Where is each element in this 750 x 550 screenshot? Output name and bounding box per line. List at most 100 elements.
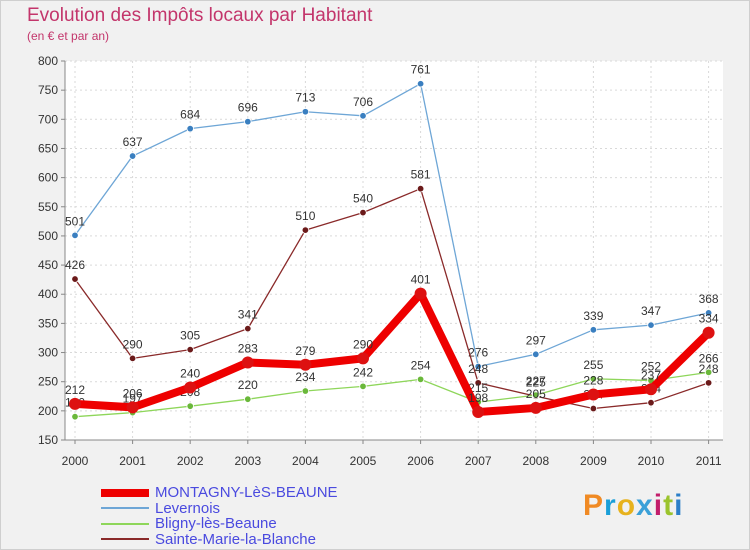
legend-item-levernois: Levernois — [101, 499, 338, 517]
data-label-levernois: 637 — [123, 135, 143, 149]
legend-swatch-bligny — [101, 522, 149, 525]
data-point-bligny-l-s-beaune — [244, 395, 252, 403]
x-tick-label: 2003 — [234, 454, 261, 468]
data-label-montagny-l-s-beaune: 401 — [411, 273, 431, 287]
data-label-levernois: 684 — [180, 108, 200, 122]
x-tick-label: 2007 — [465, 454, 492, 468]
legend-swatch-levernois — [101, 507, 149, 510]
y-tick-label: 650 — [38, 141, 58, 155]
x-tick-label: 2000 — [62, 454, 89, 468]
data-label-bligny-l-s-beaune: 227 — [526, 374, 546, 388]
data-label-sainte-marie-la-blanche: 248 — [468, 362, 488, 376]
data-label-bligny-l-s-beaune: 255 — [583, 358, 603, 372]
legend-label-levernois: Levernois — [155, 499, 221, 517]
x-tick-label: 2005 — [350, 454, 377, 468]
data-point-montagny-l-s-beaune — [414, 287, 427, 300]
data-label-montagny-l-s-beaune: 198 — [468, 391, 488, 405]
data-label-bligny-l-s-beaune: 234 — [295, 370, 315, 384]
data-point-montagny-l-s-beaune — [184, 381, 197, 394]
legend-label-montagny: MONTAGNY-LèS-BEAUNE — [155, 484, 338, 501]
legend-swatch-montagny — [101, 488, 149, 497]
series-line-levernois — [74, 83, 710, 368]
data-label-levernois: 297 — [526, 333, 546, 347]
legend-swatch-sainte-marie — [101, 538, 149, 541]
data-point-montagny-l-s-beaune — [587, 388, 600, 401]
data-point-montagny-l-s-beaune — [126, 401, 139, 414]
data-label-bligny-l-s-beaune: 215 — [468, 381, 488, 395]
data-point-levernois — [589, 326, 598, 334]
data-label-sainte-marie-la-blanche: 540 — [353, 192, 373, 206]
data-point-sainte-marie-la-blanche — [128, 354, 137, 363]
data-label-montagny-l-s-beaune: 240 — [180, 367, 200, 381]
data-point-sainte-marie-la-blanche — [474, 379, 482, 387]
data-point-bligny-l-s-beaune — [359, 382, 367, 391]
logo-letter: r — [604, 489, 617, 522]
legend: MONTAGNY-LèS-BEAUNE Levernois Bligny-lès… — [101, 485, 338, 547]
data-point-sainte-marie-la-blanche — [589, 404, 598, 413]
y-tick-label: 200 — [38, 404, 58, 418]
data-point-sainte-marie-la-blanche — [647, 398, 655, 407]
data-point-bligny-l-s-beaune — [416, 375, 425, 384]
series-line-montagny-l-s-beaune — [71, 289, 713, 417]
data-label-montagny-l-s-beaune: 228 — [583, 374, 603, 388]
y-tick-label: 750 — [38, 83, 58, 97]
data-label-montagny-l-s-beaune: 334 — [699, 312, 719, 326]
data-label-montagny-l-s-beaune: 290 — [353, 337, 373, 351]
data-point-bligny-l-s-beaune — [186, 402, 194, 410]
data-point-bligny-l-s-beaune — [589, 375, 598, 383]
y-tick-label: 500 — [38, 229, 58, 243]
chart-title: Evolution des Impôts locaux par Habitant — [27, 5, 373, 26]
data-point-bligny-l-s-beaune — [71, 412, 79, 421]
data-point-montagny-l-s-beaune — [645, 383, 657, 396]
x-tick-label: 2010 — [638, 454, 665, 468]
logo-letter: o — [616, 489, 637, 522]
data-point-montagny-l-s-beaune — [241, 356, 254, 369]
x-tick-label: 2002 — [177, 454, 204, 468]
logo-letter: P — [583, 489, 605, 522]
data-label-bligny-l-s-beaune: 242 — [353, 365, 373, 379]
data-label-montagny-l-s-beaune: 237 — [641, 368, 661, 382]
y-tick-label: 800 — [38, 54, 58, 68]
data-point-sainte-marie-la-blanche — [359, 208, 367, 217]
x-tick-label: 2011 — [696, 454, 722, 468]
data-point-levernois — [416, 80, 425, 88]
logo-letter: i — [653, 489, 664, 522]
logo-letter: i — [674, 489, 684, 522]
data-label-sainte-marie-la-blanche: 225 — [526, 375, 546, 389]
y-tick-label: 350 — [38, 316, 58, 330]
data-label-levernois: 706 — [353, 95, 373, 109]
legend-item-montagny: MONTAGNY-LèS-BEAUNE — [101, 485, 338, 501]
data-point-sainte-marie-la-blanche — [301, 226, 310, 234]
data-label-sainte-marie-la-blanche: 510 — [295, 209, 315, 223]
x-tick-label: 2009 — [580, 454, 607, 468]
data-point-sainte-marie-la-blanche — [186, 345, 194, 354]
data-point-levernois — [301, 108, 310, 116]
data-point-levernois — [71, 231, 79, 240]
data-point-levernois — [128, 152, 137, 160]
data-label-montagny-l-s-beaune: 283 — [238, 341, 258, 355]
data-label-sainte-marie-la-blanche: 581 — [411, 168, 431, 182]
data-label-levernois: 501 — [65, 214, 85, 228]
data-label-levernois: 696 — [238, 101, 258, 115]
data-label-bligny-l-s-beaune: 254 — [411, 358, 431, 372]
y-tick-label: 550 — [38, 200, 58, 214]
chart-subtitle: (en € et par an) — [27, 29, 110, 43]
data-point-montagny-l-s-beaune — [69, 397, 81, 410]
data-label-sainte-marie-la-blanche: 426 — [65, 258, 85, 272]
data-point-levernois — [704, 309, 713, 317]
logo-letter: x — [636, 489, 654, 522]
legend-item-bligny: Bligny-lès-Beaune — [101, 516, 338, 532]
logo-letter: t — [663, 489, 675, 522]
data-label-sainte-marie-la-blanche: 305 — [180, 329, 200, 343]
data-label-montagny-l-s-beaune: 206 — [123, 386, 143, 400]
data-label-montagny-l-s-beaune: 279 — [295, 344, 315, 358]
data-point-montagny-l-s-beaune — [702, 326, 715, 339]
data-point-levernois — [359, 112, 367, 120]
data-label-sainte-marie-la-blanche: 290 — [123, 337, 143, 351]
data-label-levernois: 347 — [641, 304, 661, 318]
data-point-sainte-marie-la-blanche — [416, 184, 425, 193]
data-point-levernois — [647, 321, 655, 329]
data-label-sainte-marie-la-blanche: 341 — [238, 308, 258, 322]
